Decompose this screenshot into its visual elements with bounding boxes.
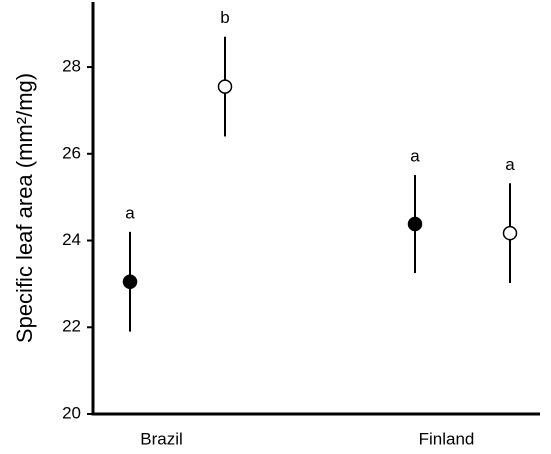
y-tick-label: 28 — [62, 57, 81, 76]
significance-letter: b — [220, 8, 229, 27]
significance-letter: a — [505, 155, 515, 174]
point — [407, 216, 423, 232]
significance-letter: a — [410, 147, 420, 166]
point — [502, 225, 518, 241]
significance-letter: a — [125, 203, 135, 222]
x-tick-label: Brazil — [140, 429, 183, 448]
y-axis-label: Specific leaf area (mm²/mg) — [12, 73, 37, 343]
y-tick-label: 24 — [62, 230, 81, 249]
y-tick-label: 22 — [62, 317, 81, 336]
point — [122, 274, 138, 289]
point — [217, 79, 233, 94]
x-tick-label: Finland — [419, 429, 475, 448]
y-tick-label: 20 — [62, 403, 81, 422]
y-tick-label: 26 — [62, 143, 81, 162]
